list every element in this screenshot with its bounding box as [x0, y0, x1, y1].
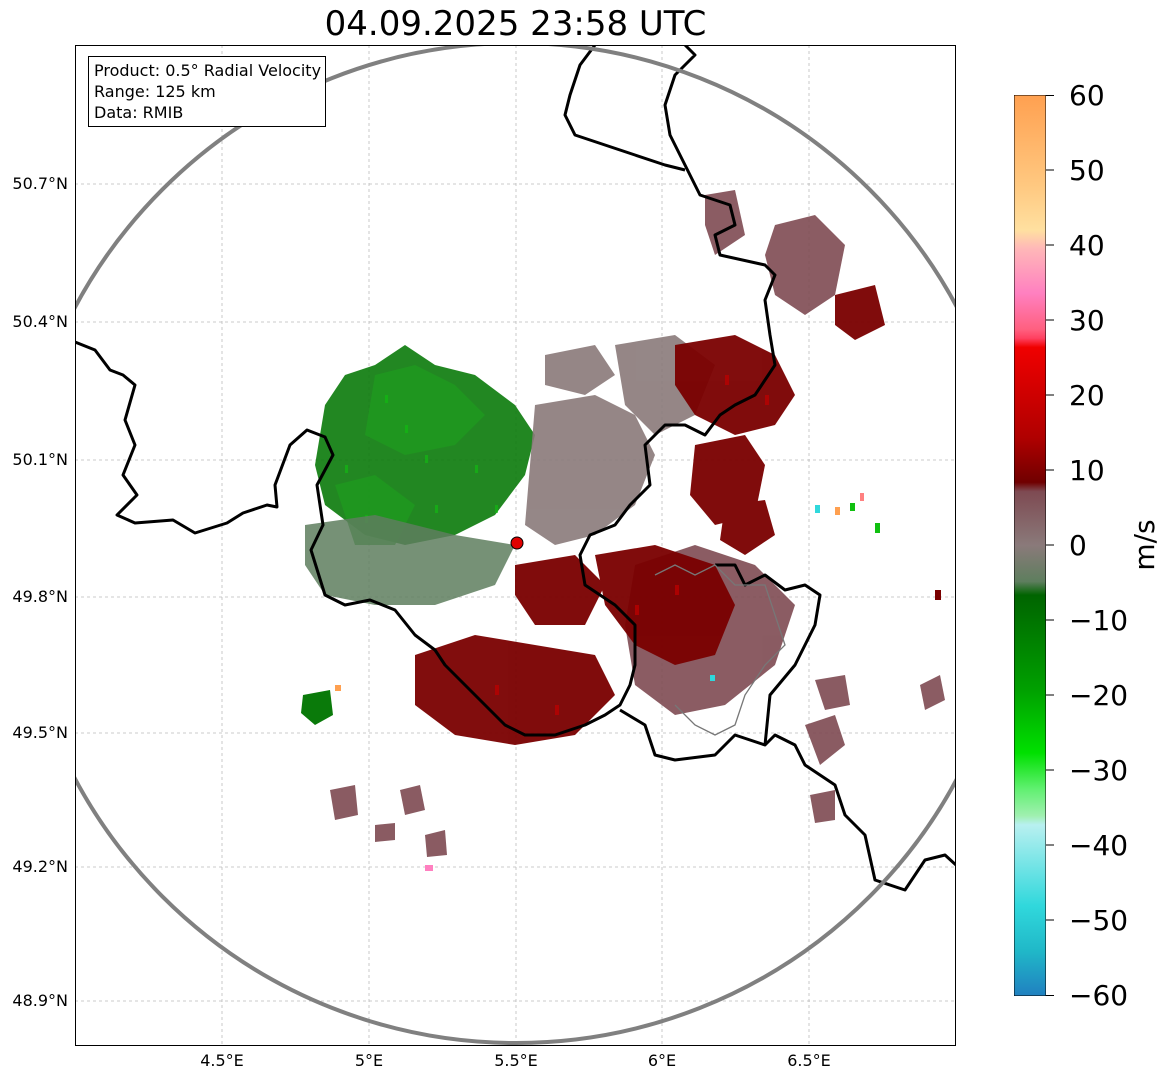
- lon-tick: 5.5°E: [494, 1051, 538, 1070]
- colorbar-tick: −20: [1069, 679, 1129, 712]
- colorbar-tick: −30: [1069, 754, 1129, 787]
- radar-map: [75, 45, 956, 1046]
- colorbar: [1014, 95, 1046, 996]
- colorbar-tick: 60: [1069, 79, 1105, 112]
- colorbar-tick: −60: [1069, 979, 1129, 1012]
- colorbar-tick: −10: [1069, 604, 1129, 637]
- velocity-echoes: [301, 190, 945, 871]
- lon-tick: 5°E: [354, 1051, 384, 1070]
- lat-tick: 49.8°N: [12, 587, 68, 606]
- colorbar-tick: −50: [1069, 904, 1129, 937]
- colorbar-tick: 40: [1069, 229, 1105, 262]
- colorbar-tick: 50: [1069, 154, 1105, 187]
- echo-near-zero-greengray: [305, 515, 515, 605]
- colorbar-tick: 20: [1069, 379, 1105, 412]
- colorbar-tick: 0: [1069, 529, 1087, 562]
- echo-outbound-dark-red: [415, 285, 885, 745]
- info-box: Product: 0.5° Radial Velocity Range: 125…: [88, 56, 327, 127]
- colorbar-tickmarks: [1046, 95, 1054, 996]
- lat-tick: 50.4°N: [12, 312, 68, 331]
- info-product: Product: 0.5° Radial Velocity: [94, 61, 322, 80]
- borders: [75, 45, 956, 892]
- lon-tick: 6.5°E: [787, 1051, 831, 1070]
- range-ring: [75, 45, 956, 1045]
- lat-tick: 50.1°N: [12, 450, 68, 469]
- lat-tick: 49.2°N: [12, 857, 68, 876]
- colorbar-tick: −40: [1069, 829, 1129, 862]
- internal-boundaries: [654, 564, 786, 736]
- colorbar-tick: 30: [1069, 304, 1105, 337]
- info-data: Data: RMIB: [94, 103, 184, 122]
- lat-tick: 50.7°N: [12, 174, 68, 193]
- lon-tick: 6°E: [647, 1051, 677, 1070]
- gridlines: [75, 45, 956, 1046]
- radar-site-marker: [510, 536, 524, 550]
- colorbar-tick: 10: [1069, 454, 1105, 487]
- lat-tick: 49.5°N: [12, 723, 68, 742]
- colorbar-unit: m/s: [1128, 519, 1161, 571]
- lon-tick: 4.5°E: [200, 1051, 244, 1070]
- info-range: Range: 125 km: [94, 82, 216, 101]
- lat-tick: 48.9°N: [12, 991, 68, 1010]
- map-title: 04.09.2025 23:58 UTC: [324, 4, 707, 44]
